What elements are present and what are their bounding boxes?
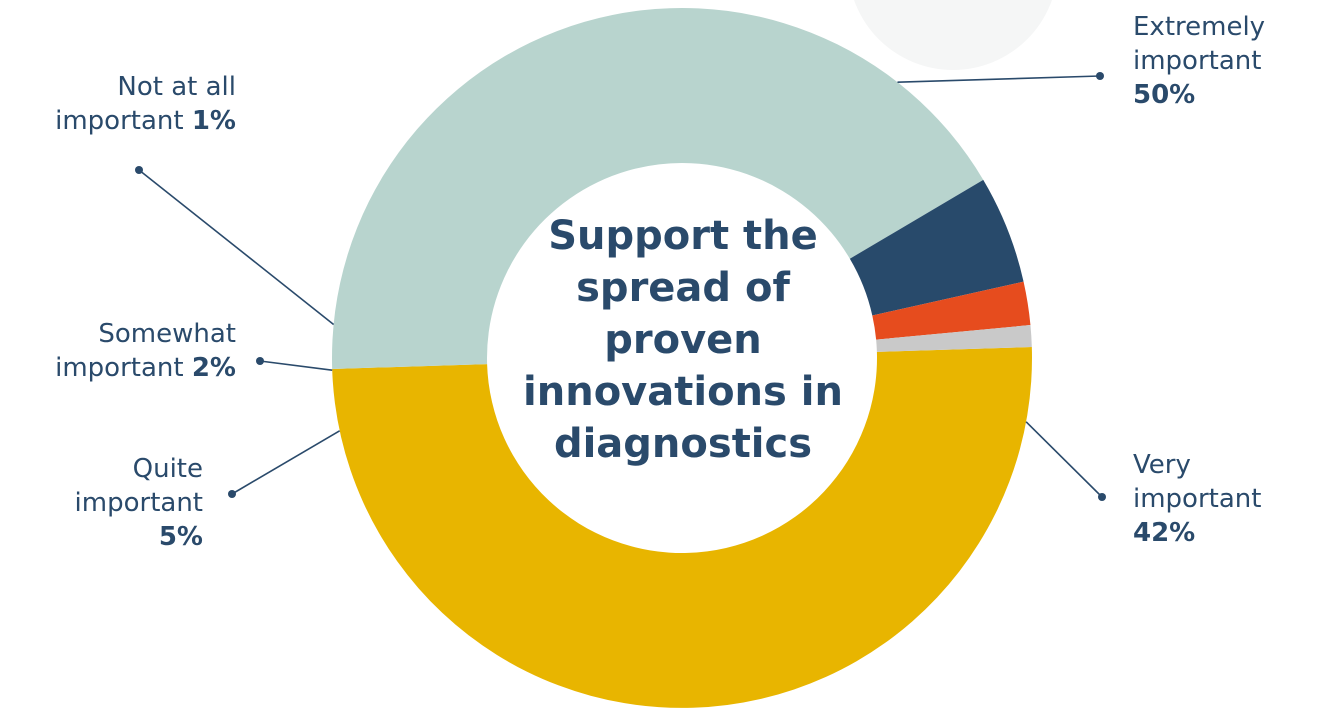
leader-line-quite [231,430,341,495]
label-extremely-important: Extremely important 50% [1133,10,1265,112]
value-label-not: 1% [191,106,236,136]
label-not-line2: important [55,106,184,136]
slice-quite [849,179,1024,316]
chart-title: Support the spread of proven innovations… [503,210,863,470]
value-label-very: 42% [1133,518,1196,548]
label-very-line1: Very [1133,450,1191,480]
label-not-at-all-important: Not at all important 1% [0,70,236,138]
slice-very [332,8,984,369]
leader-dot-quite [228,490,236,498]
leader-line-somewhat [259,360,333,372]
label-not-line1: Not at all [117,72,236,102]
label-somewhat-line1: Somewhat [98,319,236,349]
label-extremely-line1: Extremely [1133,12,1266,42]
leader-dot-somewhat [256,357,264,365]
slice-not [876,325,1032,352]
leader-dot-very [1098,493,1106,501]
label-very-important: Very important 42% [1133,448,1261,550]
leader-line-very [1025,421,1103,498]
leader-line-not [138,169,335,326]
label-quite-line1: Quite [132,454,203,484]
leader-dot-extremely [1096,72,1104,80]
value-label-quite: 5% [158,522,203,552]
label-somewhat-important: Somewhat important 2% [0,317,236,385]
label-extremely-line2: important [1133,46,1262,76]
slice-somewhat [872,281,1031,340]
label-somewhat-line2: important [55,353,184,383]
label-very-line2: important [1133,484,1262,514]
chart-title-text: Support the spread of proven innovations… [523,213,843,467]
value-label-somewhat: 2% [191,353,236,383]
slice-extremely [332,347,1032,708]
value-label-extremely: 50% [1133,80,1196,110]
leader-line-extremely [897,75,1101,83]
label-quite-important: Quite important 5% [0,452,203,554]
label-quite-line2: important [74,488,203,518]
leader-dot-not [135,166,143,174]
